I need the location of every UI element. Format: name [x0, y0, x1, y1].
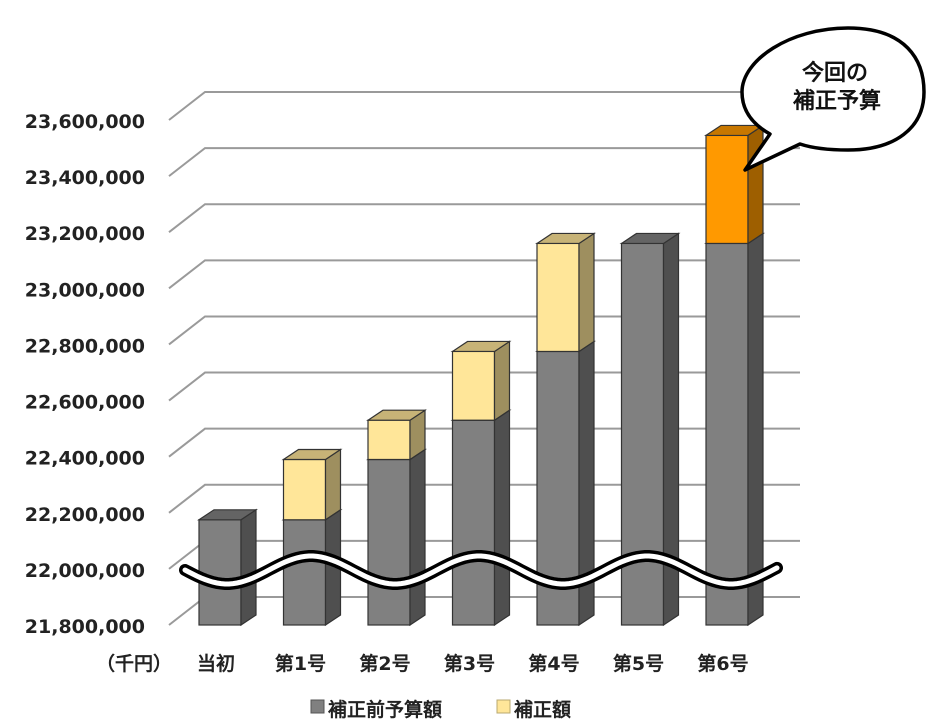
- bar-pre-budget-top: [197, 509, 258, 521]
- grid-line: [168, 203, 800, 234]
- bar-correction-side: [493, 340, 511, 422]
- category-label: 第4号: [528, 652, 579, 675]
- bar-correction: [450, 340, 512, 422]
- y-tick-label: 23,400,000: [25, 167, 145, 189]
- bar-correction-top: [366, 409, 427, 421]
- bar-pre-budget-front: [451, 419, 496, 626]
- grid-line: [168, 427, 800, 458]
- bar-correction: [535, 232, 596, 353]
- y-tick-label: 22,600,000: [25, 392, 145, 414]
- bar-pre-budget: [366, 448, 427, 627]
- grid-line: [168, 315, 800, 346]
- y-tick-label: 22,200,000: [25, 504, 145, 526]
- y-tick-label: 22,800,000: [25, 335, 145, 357]
- bar-pre-budget-side: [409, 448, 426, 627]
- callout-line-2: 補正予算: [792, 88, 881, 114]
- callout-shape: [740, 26, 926, 172]
- bar-correction-front: [536, 242, 580, 353]
- y-tick-label: 22,000,000: [25, 560, 145, 582]
- break-wave-fill: [182, 553, 780, 587]
- bar-pre-budget: [197, 508, 258, 627]
- bar-correction: [366, 409, 427, 461]
- bar-correction-top: [281, 448, 343, 461]
- bar-pre-budget-front: [705, 242, 749, 626]
- category-label: 第5号: [613, 652, 664, 675]
- bar-correction-front: [451, 350, 496, 421]
- category-label: 第3号: [444, 652, 495, 675]
- grid-line: [168, 147, 800, 177]
- bar-correction-side: [324, 448, 342, 521]
- category-labels: 当初 第1号 第2号 第3号 第4号 第5号 第6号: [197, 652, 749, 675]
- unit-label: （千円）: [96, 652, 172, 675]
- bars: [197, 124, 765, 627]
- category-label: 第1号: [275, 652, 326, 675]
- callout-line-1: 今回の: [802, 60, 868, 86]
- bar-correction-side: [747, 124, 764, 245]
- legend: 補正前予算額 補正額: [310, 698, 571, 720]
- bar-correction-top: [450, 340, 512, 353]
- y-tick-label: 23,000,000: [25, 279, 145, 301]
- bar-correction-front: [367, 419, 411, 461]
- grid-line: [168, 371, 800, 402]
- category-label: 当初: [197, 652, 235, 675]
- y-tick-labels: 21,800,000 22,000,000 22,200,000 22,400,000…: [25, 111, 145, 638]
- bar-correction: [281, 448, 343, 521]
- category-label: 第6号: [697, 652, 748, 675]
- bar-pre-budget-front: [198, 519, 242, 626]
- grid-line: [168, 259, 800, 290]
- y-tick-label: 23,200,000: [25, 223, 145, 245]
- bar-pre-budget-side: [240, 508, 257, 627]
- y-tick-label: 23,600,000: [25, 111, 145, 133]
- bar-correction: [704, 124, 765, 245]
- bar-pre-budget-top: [619, 232, 681, 245]
- bar-pre-budget: [704, 232, 765, 627]
- legend-label-pre-budget: 補正前予算額: [327, 698, 442, 720]
- y-tick-label: 21,800,000: [25, 616, 145, 638]
- grid-line: [168, 91, 800, 121]
- bar-pre-budget-front: [367, 458, 411, 626]
- bar-pre-budget: [450, 409, 512, 627]
- callout-bubble: 今回の 補正予算: [740, 26, 926, 172]
- bar-pre-budget-front: [620, 242, 665, 626]
- bar-pre-budget-side: [493, 409, 511, 627]
- bar-pre-budget-front: [282, 519, 327, 626]
- axis-break-wave: [179, 550, 783, 590]
- legend-swatch-pre-budget: [310, 699, 325, 714]
- bar-pre-budget-side: [747, 232, 764, 627]
- bar-pre-budget: [281, 508, 343, 627]
- bar-correction-front: [282, 458, 327, 521]
- category-label: 第2号: [359, 652, 410, 675]
- bar-correction-front: [705, 134, 749, 245]
- legend-label-correction: 補正額: [513, 698, 571, 720]
- bar-correction-top: [535, 232, 596, 245]
- legend-swatch-correction: [496, 699, 511, 714]
- y-tick-label: 22,400,000: [25, 448, 145, 470]
- bar-correction-side: [578, 232, 595, 353]
- grid-line: [168, 483, 800, 514]
- grid-lines: [168, 91, 800, 626]
